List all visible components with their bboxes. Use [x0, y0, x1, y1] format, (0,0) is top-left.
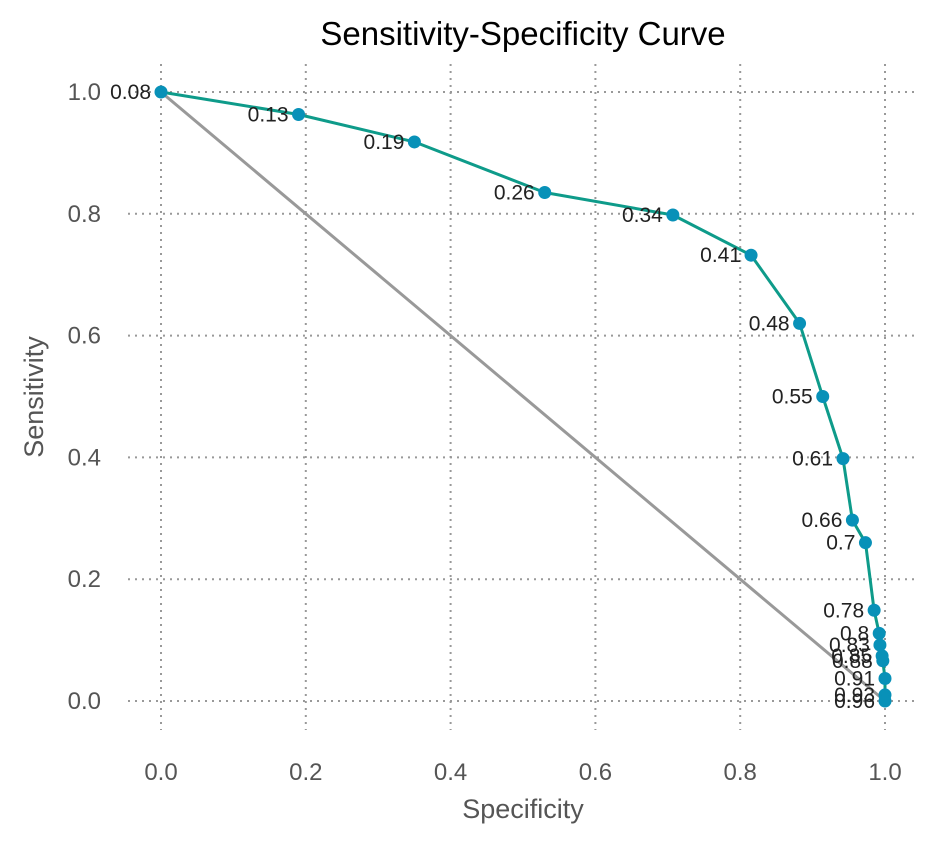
x-tick-label: 0.4	[434, 759, 467, 786]
y-tick-label: 1.0	[68, 79, 101, 106]
data-point	[873, 638, 887, 652]
y-tick-label: 0.2	[68, 566, 101, 593]
data-point	[878, 671, 892, 685]
chart-title: Sensitivity-Specificity Curve	[320, 15, 725, 52]
y-tick-label: 0.4	[68, 444, 101, 471]
data-point	[816, 390, 830, 403]
data-point	[154, 85, 168, 99]
data-point	[858, 536, 872, 550]
data-point	[292, 108, 306, 122]
data-point-label: 0.78	[823, 599, 864, 622]
data-point-label: 0.8	[840, 622, 869, 645]
data-point-label: 0.41	[700, 244, 741, 267]
data-point-label: 0.85	[831, 645, 872, 668]
data-point	[867, 603, 881, 617]
x-tick-label: 0.2	[289, 759, 322, 786]
data-point-label: 0.48	[749, 312, 790, 335]
data-point	[666, 208, 680, 222]
data-point-label: 0.13	[248, 104, 289, 127]
reference-line	[160, 90, 886, 703]
data-point-label: 0.7	[826, 532, 855, 555]
x-tick-label: 0.0	[144, 759, 177, 786]
x-axis-label: Specificity	[462, 794, 584, 824]
data-point	[872, 626, 886, 640]
data-point-label: 0.96	[834, 690, 875, 713]
data-point	[876, 654, 890, 668]
reference-line-group	[160, 90, 886, 703]
x-tick-label: 1.0	[868, 759, 901, 786]
data-point-label: 0.08	[110, 81, 151, 104]
data-point-label: 0.83	[829, 634, 870, 657]
data-point-label: 0.93	[834, 684, 875, 707]
data-point	[407, 135, 421, 149]
data-point	[836, 452, 850, 466]
tick-labels-group: 0.0 0.2 0.4 0.6 0.8 1.0 0.0 0.2 0.4 0.6 0.8 1.0	[68, 79, 902, 786]
y-tick-label: 0.8	[68, 201, 101, 228]
y-tick-label: 0.0	[68, 688, 101, 715]
data-point-label: 0.19	[364, 131, 405, 154]
data-point	[744, 248, 758, 262]
x-tick-label: 0.6	[579, 759, 612, 786]
data-point	[878, 694, 892, 708]
data-point	[793, 316, 807, 330]
data-point-label: 0.88	[832, 650, 873, 673]
data-point	[538, 185, 552, 199]
data-point-label: 0.66	[802, 509, 843, 532]
data-point-label: 0.61	[792, 448, 833, 471]
point-labels-group: 0.08 0.13 0.19 0.26 0.34 0.41 0.48 0.55 0.61 0.66…	[110, 81, 875, 713]
grid-lines	[128, 64, 918, 730]
data-point-label: 0.34	[622, 204, 663, 227]
data-point-label: 0.55	[772, 386, 813, 409]
points-group	[154, 85, 892, 708]
data-point	[845, 513, 859, 527]
data-point-label: 0.91	[834, 667, 875, 690]
x-tick-label: 0.8	[724, 759, 757, 786]
data-point-label: 0.26	[494, 181, 535, 204]
y-axis-label: Sensitivity	[19, 336, 49, 458]
y-tick-label: 0.6	[68, 323, 101, 350]
